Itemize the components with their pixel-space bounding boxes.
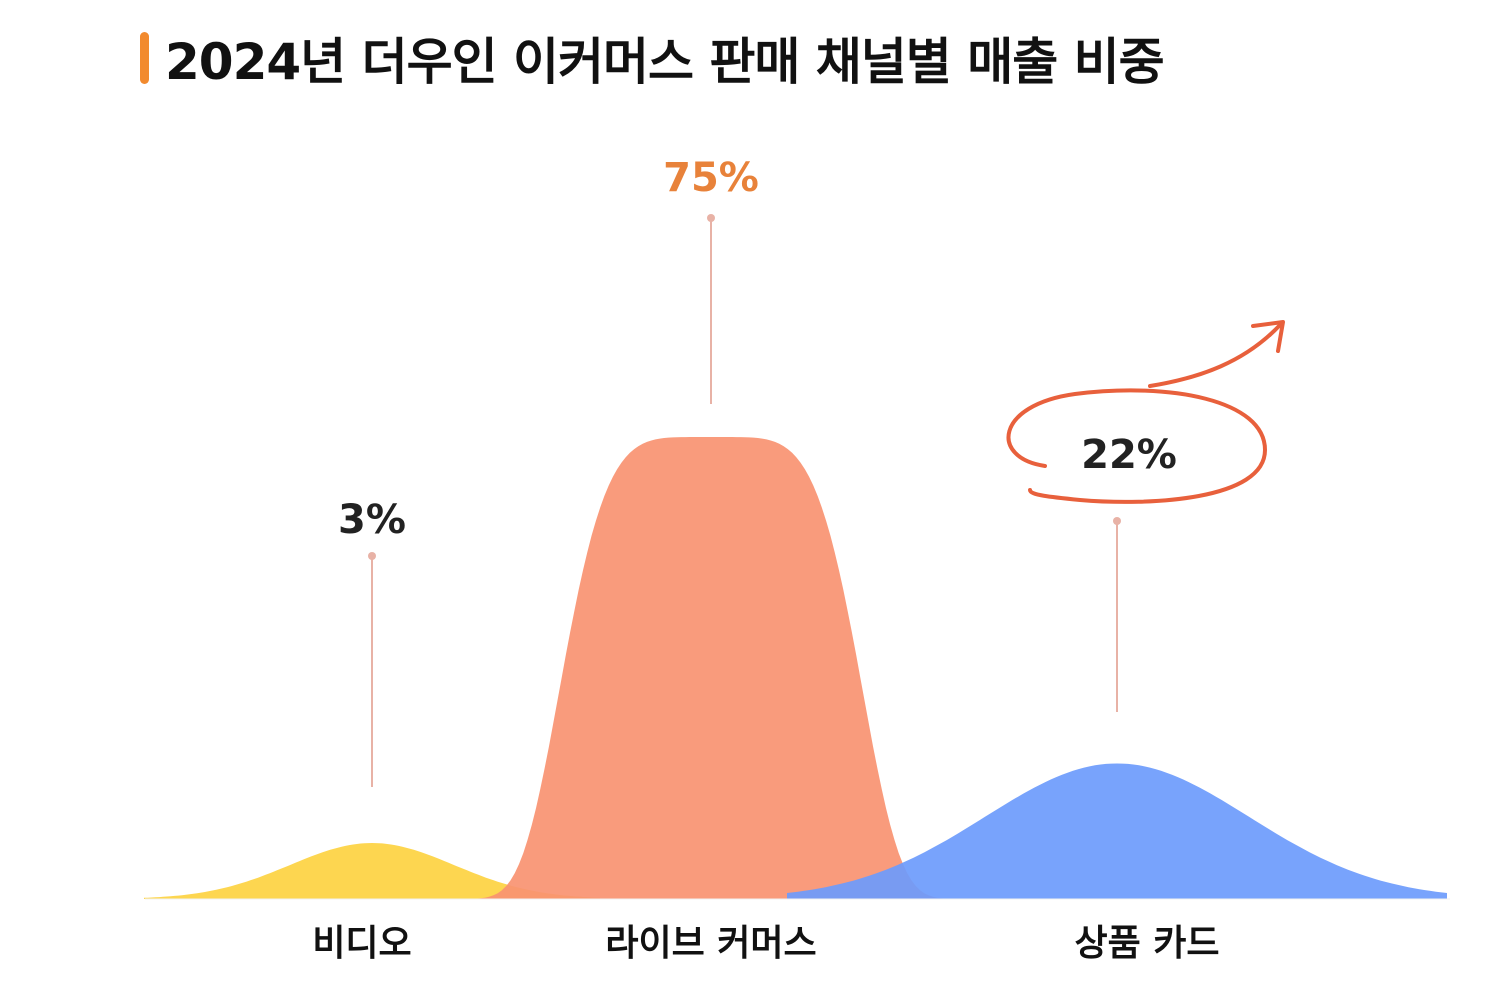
- leader-lines: [368, 214, 1121, 787]
- chart-title: 2024년 더우인 이커머스 판매 채널별 매출 비중: [165, 33, 1165, 91]
- leader-dot-video: [368, 552, 376, 560]
- category-label-product-card: 상품 카드: [1074, 923, 1219, 964]
- category-label-video: 비디오: [312, 923, 411, 964]
- circle-scribble: [1006, 323, 1282, 504]
- category-label-live-commerce: 라이브 커머스: [605, 923, 816, 964]
- area-product-card: [787, 763, 1447, 899]
- value-labels: 3% 75% 22%: [338, 155, 1177, 543]
- leader-dot-product-card: [1113, 517, 1121, 525]
- chart-areas: [144, 437, 1447, 899]
- value-label-video: 3%: [338, 497, 406, 543]
- value-label-live-commerce: 75%: [663, 155, 759, 201]
- arrow-head-icon: [1251, 320, 1285, 353]
- title-accent-bar: [140, 32, 149, 84]
- area-live-commerce: [455, 437, 967, 899]
- highlight-circle-arrow: [1006, 320, 1285, 504]
- chart-title-bar: 2024년 더우인 이커머스 판매 채널별 매출 비중: [140, 30, 1165, 91]
- category-labels: 비디오 라이브 커머스 상품 카드: [312, 923, 1219, 964]
- leader-dot-live-commerce: [707, 214, 715, 222]
- value-label-product-card: 22%: [1081, 432, 1177, 478]
- area-video: [144, 843, 600, 899]
